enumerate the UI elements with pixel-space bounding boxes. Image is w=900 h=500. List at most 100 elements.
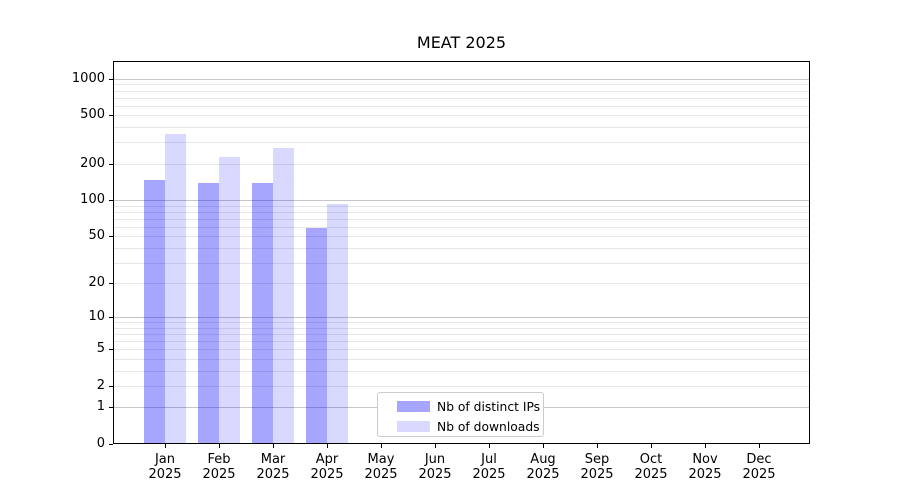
x-tick-month: Jun (424, 452, 446, 467)
x-tick-month: Apr (315, 452, 339, 467)
x-tick-month: Nov (692, 452, 718, 467)
y-tick-mark (109, 78, 113, 80)
y-tick-label: 50 (88, 228, 105, 244)
y-tick-mark (109, 317, 113, 319)
bar-ips (144, 179, 165, 444)
bar-ips (252, 182, 273, 444)
x-tick-label: Oct 2025 (624, 452, 678, 482)
gridline-minor (113, 211, 810, 213)
x-tick-year: 2025 (634, 467, 668, 482)
x-tick-label: Nov 2025 (678, 452, 732, 482)
bar-downloads (219, 156, 240, 444)
gridline-major (113, 78, 810, 80)
x-tick-month: Oct (639, 452, 663, 467)
y-tick-label: 200 (80, 155, 105, 171)
bar-downloads (165, 134, 186, 444)
gridline-minor (113, 142, 810, 144)
legend-item-ips: Nb of distinct IPs (397, 399, 543, 414)
y-tick-label: 5 (96, 341, 105, 357)
x-tick-mark (489, 444, 490, 448)
y-tick-mark (109, 283, 113, 285)
gridline-minor (113, 385, 810, 387)
bar-downloads (273, 148, 294, 444)
legend: Nb of distinct IPs Nb of downloads (377, 392, 544, 437)
y-tick-mark (109, 444, 113, 445)
x-tick-month: Dec (746, 452, 772, 467)
gridline-minor (113, 349, 810, 351)
x-tick-year: 2025 (472, 467, 506, 482)
bar-ips (198, 182, 219, 444)
x-tick-mark (435, 444, 436, 448)
x-tick-label: Aug 2025 (516, 452, 570, 482)
chart-title: MEAT 2025 (416, 33, 507, 52)
gridline-minor (113, 90, 810, 92)
gridline-minor (113, 334, 810, 336)
x-tick-year: 2025 (526, 467, 560, 482)
x-tick-month: Sep (584, 452, 610, 467)
gridline-minor (113, 341, 810, 343)
x-tick-year: 2025 (202, 467, 236, 482)
y-tick-label: 1000 (71, 70, 105, 86)
x-tick-mark (651, 444, 652, 448)
x-tick-label: Mar 2025 (246, 452, 300, 482)
x-tick-month: Jan (154, 452, 176, 467)
bar-downloads (327, 203, 348, 444)
gridline-minor (113, 322, 810, 324)
gridline-minor (113, 370, 810, 372)
gridline-major (113, 317, 810, 319)
y-tick-mark (109, 407, 113, 409)
gridline-major (113, 200, 810, 202)
x-tick-mark (597, 444, 598, 448)
y-tick-label: 100 (80, 192, 105, 208)
x-tick-month: Feb (207, 452, 231, 467)
x-tick-mark (759, 444, 760, 448)
legend-swatch-ips (397, 401, 430, 412)
gridline-minor (113, 218, 810, 220)
x-tick-year: 2025 (580, 467, 614, 482)
y-tick-label: 20 (88, 275, 105, 291)
x-tick-label: Feb 2025 (192, 452, 246, 482)
x-tick-label: Jan 2025 (138, 452, 192, 482)
x-tick-year: 2025 (688, 467, 722, 482)
x-tick-year: 2025 (310, 467, 344, 482)
gridline-minor (113, 283, 810, 285)
x-tick-month: Mar (260, 452, 286, 467)
x-tick-year: 2025 (148, 467, 182, 482)
x-tick-label: Jul 2025 (462, 452, 516, 482)
gridline-minor (113, 262, 810, 264)
x-tick-mark (273, 444, 274, 448)
legend-label-downloads: Nb of downloads (437, 419, 540, 434)
gridline-minor (113, 115, 810, 117)
gridline-minor (113, 84, 810, 86)
x-tick-label: Jun 2025 (408, 452, 462, 482)
gridline-minor (113, 358, 810, 360)
plot-area (113, 61, 810, 444)
x-tick-year: 2025 (256, 467, 290, 482)
legend-label-ips: Nb of distinct IPs (437, 399, 541, 414)
x-tick-mark (381, 444, 382, 448)
x-tick-label: May 2025 (354, 452, 408, 482)
legend-swatch-downloads (397, 421, 430, 432)
x-tick-mark (165, 444, 166, 448)
x-tick-label: Sep 2025 (570, 452, 624, 482)
gridline-minor (113, 105, 810, 107)
y-tick-mark (109, 349, 113, 351)
gridline-minor (113, 205, 810, 207)
x-tick-mark (705, 444, 706, 448)
y-tick-mark (109, 236, 113, 238)
y-tick-mark (109, 200, 113, 202)
y-tick-mark (109, 163, 113, 165)
gridline-minor (113, 226, 810, 228)
gridline-minor (113, 236, 810, 238)
gridline-minor (113, 247, 810, 249)
bar-ips (306, 227, 327, 444)
y-tick-label: 0 (96, 436, 105, 451)
x-tick-year: 2025 (418, 467, 452, 482)
x-tick-label: Dec 2025 (732, 452, 786, 482)
x-tick-year: 2025 (742, 467, 776, 482)
y-tick-mark (109, 115, 113, 117)
x-tick-year: 2025 (364, 467, 398, 482)
x-tick-mark (219, 444, 220, 448)
x-tick-month: Aug (530, 452, 556, 467)
